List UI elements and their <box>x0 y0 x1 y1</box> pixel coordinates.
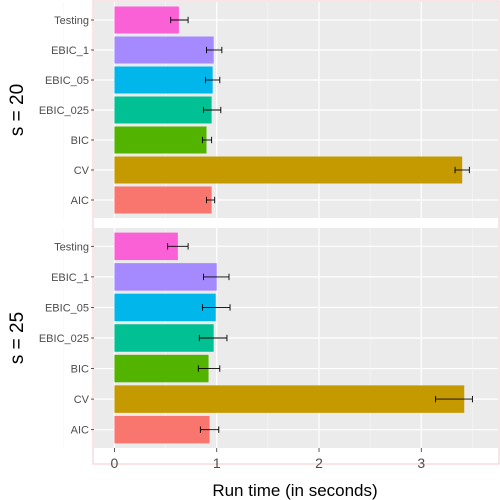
chart-outer-border <box>92 0 500 465</box>
y-tick-label: CV <box>74 165 90 177</box>
bar-testing <box>114 6 179 34</box>
bar-ebic-025 <box>114 96 212 124</box>
error-bar-ebic-05 <box>201 304 231 311</box>
bar-cv <box>114 156 463 184</box>
facet-panel-1: AIC CV BIC EBIC_025 EBIC_05 EBIC_1 Testing s = … <box>7 2 498 218</box>
bar-ebic-1 <box>114 36 214 64</box>
facet-panel-2: AIC CV BIC EBIC_025 EBIC_05 EBIC_1 Testing s = … <box>7 228 498 448</box>
y-tick-label: Testing <box>54 15 89 27</box>
error-bar-cv <box>454 166 470 174</box>
y-tick-label: CV <box>74 394 90 406</box>
error-bar-bic <box>197 365 221 372</box>
y-tick-label: EBIC_1 <box>51 45 89 57</box>
facet-strip-label: s = 25 <box>7 312 28 364</box>
bar-ebic-05 <box>114 293 216 322</box>
bar-ebic-1 <box>114 263 217 291</box>
bar-aic <box>114 186 212 214</box>
bar-bic <box>114 126 207 154</box>
error-bar-ebic-025 <box>198 334 228 342</box>
error-bar-testing <box>167 243 189 250</box>
facet-strip-label: s = 20 <box>7 84 28 136</box>
y-tick-label: EBIC_1 <box>51 272 89 284</box>
panels-group: AIC CV BIC EBIC_025 EBIC_05 EBIC_1 Testing s = … <box>7 2 498 448</box>
y-tick-label: EBIC_05 <box>45 75 89 87</box>
bar-bic <box>114 354 209 383</box>
bar-ebic-05 <box>114 66 213 94</box>
error-bar-ebic-1 <box>206 46 223 54</box>
bar-aic <box>114 415 210 444</box>
error-bar-aic <box>206 196 216 204</box>
error-bar-bic <box>201 136 213 144</box>
x-tick-label: 3 <box>417 455 425 471</box>
y-tick-label: AIC <box>71 425 89 437</box>
bar-cv <box>114 385 465 413</box>
y-tick-label: Testing <box>54 241 89 253</box>
x-tick-label: 0 <box>111 455 119 471</box>
y-tick-label: EBIC_025 <box>39 105 89 117</box>
x-tick-label: 2 <box>315 455 323 471</box>
error-bar-ebic-025 <box>202 106 222 114</box>
x-axis-title: Run time (in seconds) <box>212 481 377 500</box>
error-bar-testing <box>170 16 189 24</box>
bar-ebic-025 <box>114 324 214 352</box>
y-tick-label: EBIC_025 <box>39 333 89 345</box>
y-tick-label: AIC <box>71 195 89 207</box>
x-tick-label: 1 <box>213 455 221 471</box>
error-bar-ebic-1 <box>202 273 230 281</box>
x-axis: 0 1 2 3 <box>111 448 425 471</box>
y-tick-label: BIC <box>71 135 89 147</box>
y-tick-label: EBIC_05 <box>45 302 89 314</box>
error-bar-ebic-05 <box>205 76 221 84</box>
error-bar-aic <box>199 426 220 433</box>
y-tick-label: BIC <box>71 364 89 376</box>
error-bar-cv <box>435 395 473 403</box>
